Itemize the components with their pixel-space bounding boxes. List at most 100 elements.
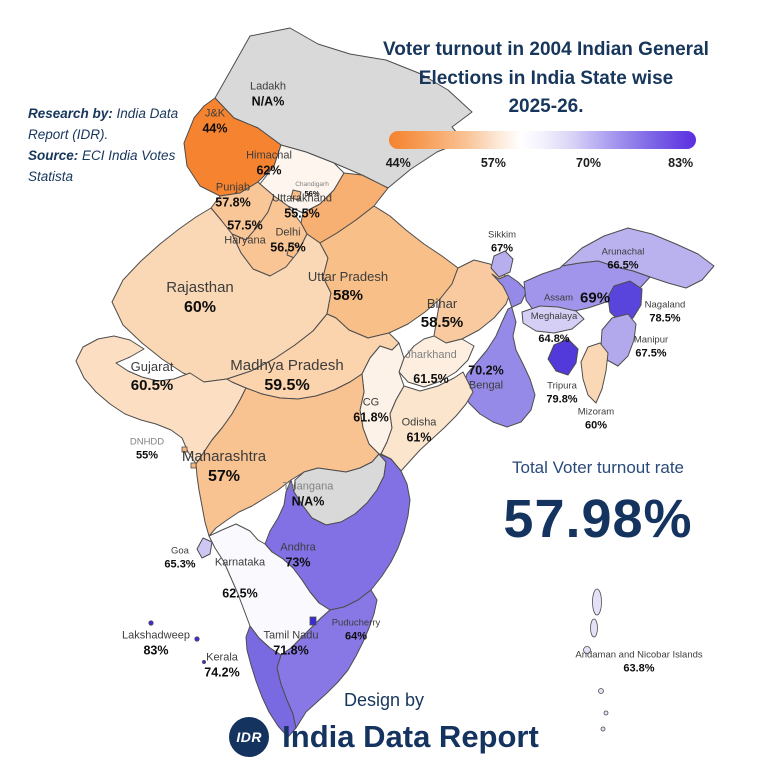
state-value: 65.3% — [164, 559, 196, 572]
state-name: Punjab — [215, 181, 251, 194]
brand-name: India Data Report — [282, 719, 539, 754]
state-value: 67% — [490, 243, 514, 256]
state-value: 83% — [143, 644, 169, 659]
state-value: 60% — [584, 420, 608, 433]
total-turnout-block: Total Voter turnout rate 57.98% — [448, 458, 748, 550]
state-value: 56% — [304, 189, 320, 199]
state-value: 44% — [202, 122, 228, 137]
state-name: Andhra — [280, 541, 316, 554]
state-name: Odisha — [401, 416, 437, 429]
colorbar-ticks: 44% 57% 70% 83% — [385, 156, 696, 172]
state-value: 60% — [183, 298, 217, 316]
state-name: Tamil Nadu — [263, 629, 319, 642]
footer: Design by IDR India Data Report — [0, 690, 768, 757]
total-turnout-value: 57.98% — [503, 489, 693, 549]
credits-block: Research by: India Data Report (IDR). So… — [28, 104, 206, 188]
state-value: 56.5% — [270, 241, 306, 256]
state-name: Manipur — [633, 334, 669, 346]
state-name: Kerala — [206, 651, 238, 664]
state-label-delhi: Delhi 56.5% — [270, 226, 305, 257]
title-line-3: 2025-26. — [508, 96, 584, 117]
state-label-jharkhand: Jharkhand 61.5% — [405, 348, 456, 388]
state-name: Gujarat — [130, 358, 174, 374]
state-label-uttarakhand: Uttarakhand 55.5% — [272, 192, 332, 223]
state-shape-jharkhand — [398, 335, 475, 388]
puducherry-marker — [309, 616, 317, 626]
research-by-text: India Data Report (IDR). — [28, 106, 179, 142]
dnhdd-marker-2 — [190, 462, 197, 469]
state-name: Uttar Pradesh — [307, 268, 389, 284]
state-name: Telangana — [282, 480, 334, 493]
state-shape-meghalaya — [521, 305, 585, 334]
state-shape-manipur — [600, 313, 637, 367]
state-shape-chandigarh — [290, 189, 302, 201]
state-label-odisha: Odisha 61% — [402, 416, 437, 447]
state-label-haryana: Haryana 57.5% — [224, 218, 266, 249]
state-name: Bihar — [426, 295, 458, 311]
state-value: 66.5% — [607, 260, 639, 273]
state-name: DNHDD — [129, 436, 165, 448]
state-label-ladakh: Ladakh N/A% — [250, 80, 286, 111]
state-name: Uttarakhand — [272, 192, 332, 205]
state-label-cg: CG 61.8% — [353, 396, 388, 427]
state-name: Jharkhand — [405, 349, 457, 362]
state-value: N/A% — [251, 95, 285, 110]
state-shape-bengal — [462, 273, 536, 428]
state-name: Sikkim — [488, 229, 516, 241]
state-label-nagaland: Nagaland 78.5% — [645, 300, 686, 327]
state-value: 58.5% — [420, 313, 464, 331]
state-value: 55.5% — [284, 207, 320, 222]
colorbar-tick-44: 44% — [385, 156, 411, 170]
brand-row: IDR India Data Report — [229, 717, 539, 757]
lakshadweep-island-2 — [194, 636, 200, 642]
state-label-manipur: Manipur 67.5% — [634, 335, 668, 362]
chart-title: Voter turnout in 2004 Indian General Ele… — [366, 36, 726, 122]
state-value: N/A% — [291, 495, 325, 510]
state-value: 58% — [332, 286, 364, 304]
state-label-punjab: Punjab 57.8% — [215, 181, 250, 212]
state-value: 64.8% — [538, 333, 570, 346]
state-label-jk: J&K 44% — [202, 107, 227, 138]
dnhdd-marker-1 — [181, 446, 188, 453]
state-label-lakshadweep: Lakshadweep 83% — [122, 629, 190, 660]
state-value: 62% — [256, 164, 282, 179]
state-value: 71.8% — [273, 644, 309, 659]
state-name: Nagaland — [644, 299, 686, 311]
state-value: 61.5% — [413, 372, 449, 387]
research-by-label: Research by: — [28, 106, 113, 121]
state-value: 74.2% — [204, 666, 240, 681]
state-label-up: Uttar Pradesh 58% — [308, 269, 388, 305]
state-name: Mizoram — [577, 406, 615, 418]
colorbar-gradient — [389, 131, 696, 149]
state-label-sikkim: Sikkim 67% — [488, 230, 516, 257]
lakshadweep-islands — [148, 620, 154, 626]
state-shape-odisha — [380, 371, 474, 472]
state-name: Goa — [171, 545, 189, 557]
state-label-mp: Madhya Pradesh 59.5% — [230, 356, 343, 396]
state-label-goa: Goa 65.3% — [164, 546, 195, 573]
state-name: Andaman and Nicobar Islands — [575, 649, 703, 661]
state-name: Madhya Pradesh — [230, 356, 344, 374]
state-name: Meghalaya — [530, 311, 578, 323]
total-turnout-label: Total Voter turnout rate — [512, 458, 684, 477]
state-label-arunachal: Arunachal 66.5% — [602, 247, 645, 274]
state-label-gujarat: Gujarat 60.5% — [131, 359, 174, 395]
state-value: 57% — [207, 467, 241, 485]
andaman-island-3 — [583, 646, 591, 654]
state-label-meghalaya: Meghalaya 64.8% — [531, 311, 577, 347]
design-by-label: Design by — [343, 690, 425, 710]
state-name: Karnataka — [214, 556, 266, 569]
state-name: Assam — [543, 291, 574, 303]
state-label-mizoram: Mizoram 60% — [578, 407, 614, 434]
state-value: 59.5% — [264, 376, 310, 394]
state-shape-kerala — [245, 625, 297, 738]
state-label-bihar: Bihar 58.5% — [421, 296, 464, 332]
title-line-2: Elections in India State wise — [418, 67, 674, 89]
state-label-maharashtra: Maharashtra 57% — [182, 447, 266, 487]
state-value: 57.5% — [227, 218, 263, 233]
idr-logo-icon: IDR — [229, 717, 270, 757]
state-label-karnataka: Karnataka 62.5% — [215, 556, 265, 603]
state-label-tamilnadu: Tamil Nadu 71.8% — [263, 629, 318, 660]
state-shape-sikkim — [490, 250, 514, 278]
